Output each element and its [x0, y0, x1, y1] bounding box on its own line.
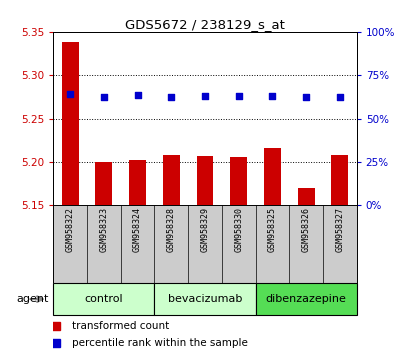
- Text: GSM958325: GSM958325: [267, 207, 276, 252]
- Bar: [297, 188, 314, 205]
- Point: [201, 93, 208, 99]
- Bar: [196, 156, 213, 205]
- Text: GSM958323: GSM958323: [99, 207, 108, 252]
- Text: GSM958322: GSM958322: [65, 207, 74, 252]
- Text: transformed count: transformed count: [71, 321, 169, 331]
- Text: agent: agent: [17, 294, 49, 304]
- Bar: [255, 283, 356, 315]
- Text: GSM958328: GSM958328: [166, 207, 175, 252]
- Bar: [230, 157, 247, 205]
- Text: GSM958327: GSM958327: [335, 207, 344, 252]
- Bar: [330, 155, 347, 205]
- Point: [302, 94, 309, 100]
- Bar: [154, 283, 255, 315]
- Text: GSM958330: GSM958330: [234, 207, 243, 252]
- Text: control: control: [84, 294, 123, 304]
- Bar: [53, 283, 154, 315]
- Point: [168, 94, 174, 100]
- Point: [235, 93, 241, 99]
- Bar: [129, 160, 146, 205]
- Point: [134, 92, 141, 98]
- Point: [100, 94, 107, 100]
- Bar: [95, 162, 112, 205]
- Point: [268, 93, 275, 99]
- Bar: [62, 42, 79, 205]
- Text: GSM958324: GSM958324: [133, 207, 142, 252]
- Point: [336, 94, 342, 100]
- Text: percentile rank within the sample: percentile rank within the sample: [71, 338, 247, 348]
- Text: dibenzazepine: dibenzazepine: [265, 294, 346, 304]
- Text: GSM958329: GSM958329: [200, 207, 209, 252]
- Text: bevacizumab: bevacizumab: [167, 294, 242, 304]
- Bar: [263, 148, 280, 205]
- Point: [67, 91, 73, 97]
- Text: GSM958326: GSM958326: [301, 207, 310, 252]
- Bar: [162, 155, 179, 205]
- Title: GDS5672 / 238129_s_at: GDS5672 / 238129_s_at: [125, 18, 284, 31]
